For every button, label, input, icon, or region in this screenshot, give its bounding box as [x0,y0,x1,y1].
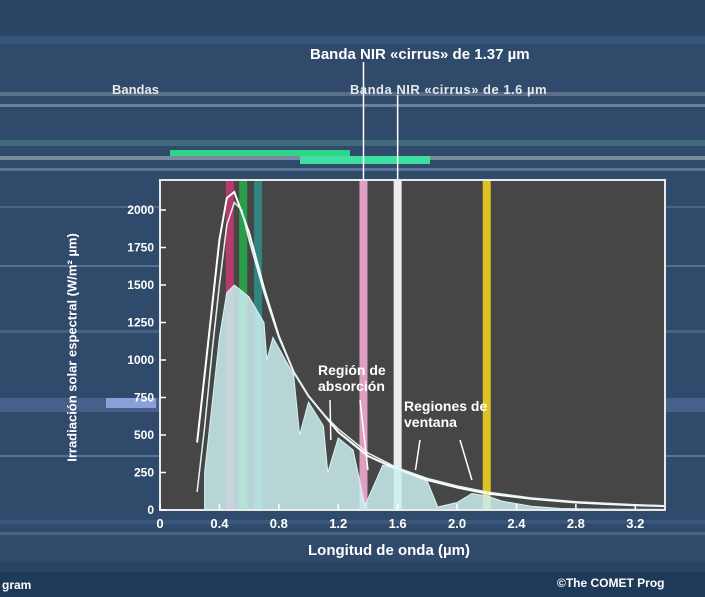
axes-frame [159,179,666,511]
series-line-2 [204,284,666,511]
stripe-0 [0,0,705,36]
band-line-3 [359,180,368,510]
stripe-14 [0,562,705,572]
x-tick-label-2: 0.8 [270,516,288,531]
stripe-6 [0,168,705,171]
y-tick-labels: 0 250 500 750 1000 1250 1500 1750 2000 [127,203,166,517]
stripe-3 [0,104,705,107]
x-tick-label-6: 2.4 [507,516,526,531]
second-band-label: Banda NIR «cirrus» de 1.6 µm [350,82,548,97]
annotation-line-5 [459,439,473,481]
band-line-5 [482,180,491,510]
x-tick-label-3: 1.2 [329,516,347,531]
footer-right: ©The COMET Prog [557,576,665,590]
y-tick-label-7: 1750 [127,241,154,255]
x-tick-labels: 0 0.4 0.8 1.2 1.6 2.0 2.4 2.8 3.2 [156,504,644,531]
annotation-lines [329,62,473,481]
x-tick-label-5: 2.0 [448,516,466,531]
y-tick-label-0: 0 [147,503,154,517]
absorption-annotation: Región de absorción [318,362,386,394]
series-line-1 [196,201,666,507]
band-line-4 [393,180,402,510]
x-tick-label-1: 0.4 [210,516,229,531]
top-band-label: Banda NIR «cirrus» de 1.37 µm [310,46,530,63]
stripe-4 [0,140,705,146]
x-tick-label-4: 1.6 [389,516,407,531]
stripe-lavender [106,398,156,408]
y-tick-label-6: 1500 [127,278,154,292]
y-tick-label-5: 1250 [127,316,154,330]
y-tick-label-4: 1000 [127,353,154,367]
stripe-2 [0,92,705,96]
y-tick-label-1: 250 [134,466,154,480]
annotation-line-2 [329,399,332,441]
x-tick-label-0: 0 [156,516,163,531]
y-tick-label-3: 750 [134,391,154,405]
spectrum-series [196,190,666,511]
stripe-green-b [300,156,430,164]
y-tick-label-8: 2000 [127,203,154,217]
window-annotation: Regiones de ventana [404,398,488,430]
x-axis-label: Longitud de onda (µm) [308,542,470,559]
stripe-12 [0,520,705,524]
x-tick-label-8: 3.2 [626,516,644,531]
axes [159,179,666,511]
annotation-line-4 [414,439,421,471]
stripe-green-a [170,150,350,156]
stripe-15 [0,572,705,597]
footer-left: gram [2,578,32,592]
stripe-13 [0,532,705,535]
stripe-1 [0,36,705,44]
y-axis-label: Irradiación solar espectral (W/m² µm) [64,233,80,462]
y-tick-label-2: 500 [134,428,154,442]
x-tick-label-7: 2.8 [567,516,585,531]
annotation-line-3 [359,399,369,471]
bands-label: Bandas [112,82,159,97]
